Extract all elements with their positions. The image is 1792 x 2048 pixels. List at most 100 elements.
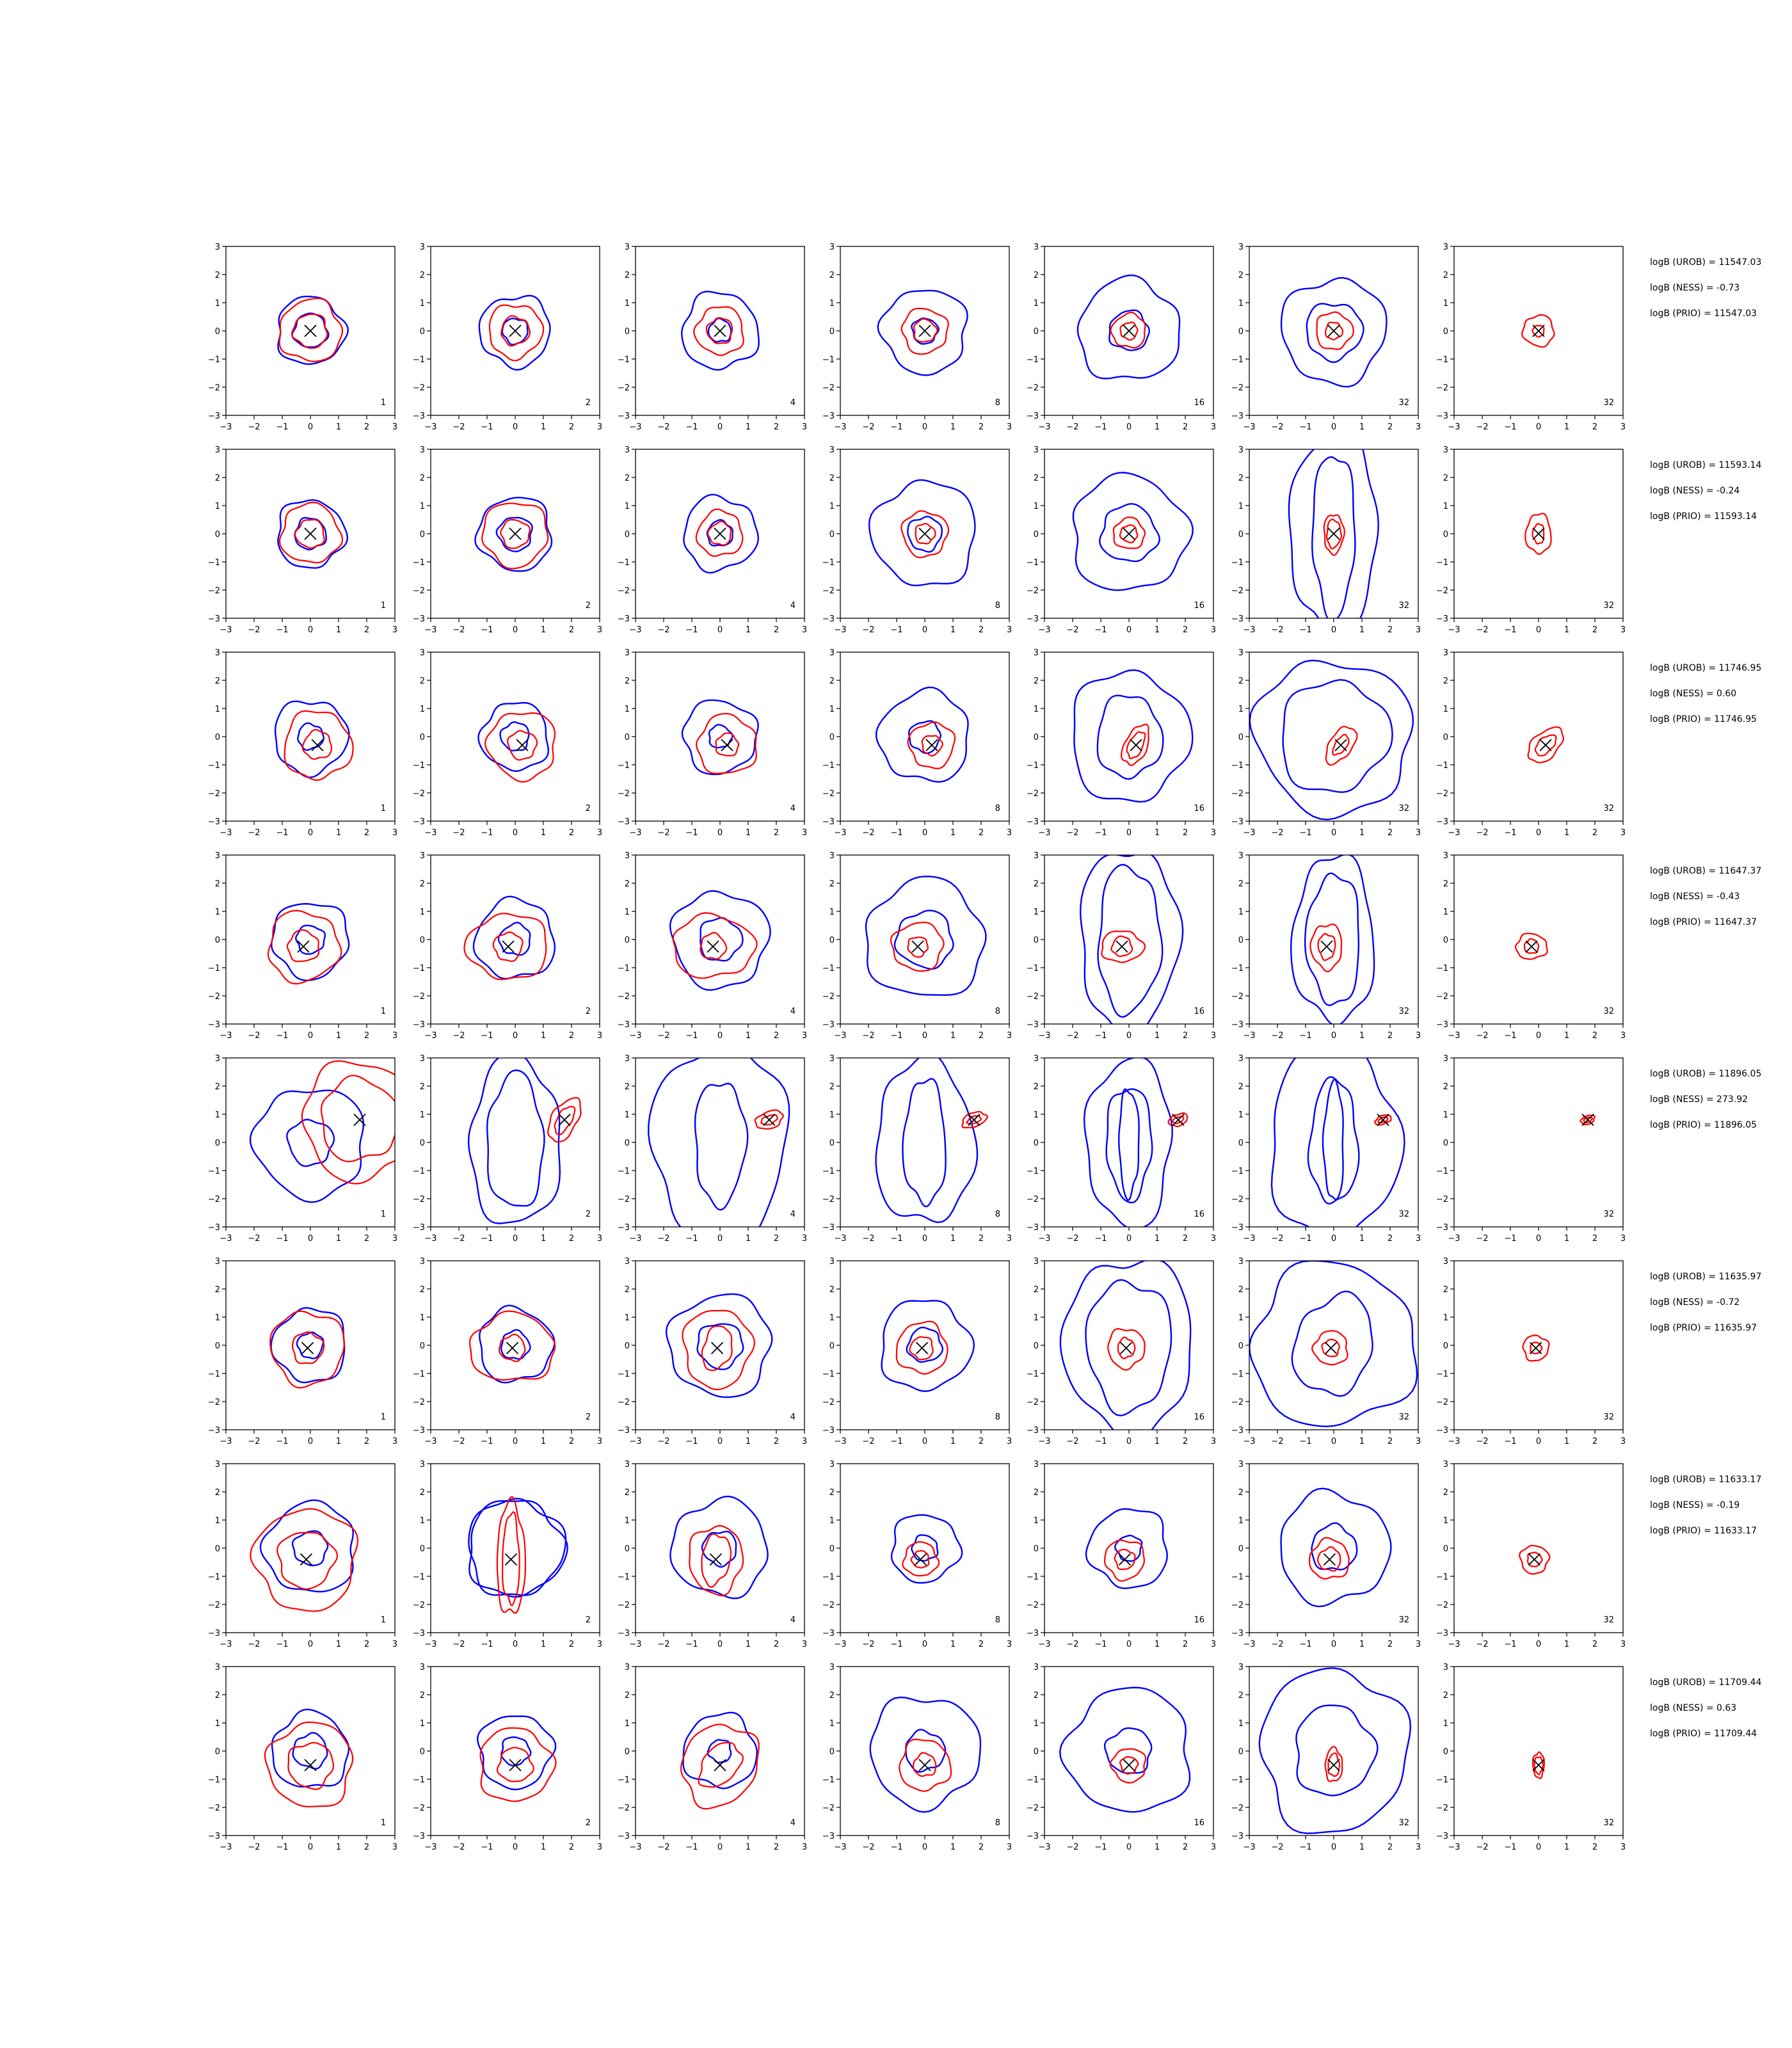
x-tick-label: 0 xyxy=(717,828,723,838)
y-tick-label: 0 xyxy=(215,1747,220,1757)
x-tick-label: −2 xyxy=(1476,1031,1488,1041)
blue-contour xyxy=(296,1331,324,1359)
blue-contour xyxy=(694,1082,749,1211)
panel-r8-c6: −3 −2 −1 0 1 2 3 −3 −2 −1 0 1 2 3 32 xyxy=(1231,1663,1421,1852)
red-contour xyxy=(1104,1539,1146,1582)
x-marker xyxy=(721,739,733,751)
x-tick-label: 1 xyxy=(746,1031,751,1041)
blue-contour xyxy=(681,699,759,776)
red-contour xyxy=(672,912,758,979)
logb-text: logB (PRIO) = 11633.17 xyxy=(1650,1526,1757,1536)
y-tick-label: 2 xyxy=(215,879,220,889)
y-tick-label: −1 xyxy=(822,558,835,568)
x-tick-label: 3 xyxy=(597,1640,602,1649)
y-tick-label: −2 xyxy=(208,992,220,1002)
x-tick-label: −2 xyxy=(1476,828,1488,838)
logb-text: logB (UROB) = 11635.97 xyxy=(1650,1272,1761,1282)
red-contour xyxy=(1373,1114,1392,1126)
x-tick-label: −3 xyxy=(424,828,436,838)
y-tick-label: −3 xyxy=(208,1426,220,1436)
contours xyxy=(264,1708,354,1808)
panel-r6-c3: −3 −2 −1 0 1 2 3 −3 −2 −1 0 1 2 3 4 xyxy=(618,1257,807,1446)
x-marker xyxy=(304,324,317,337)
x-tick-label: −3 xyxy=(220,1843,232,1852)
blue-contour xyxy=(259,1499,355,1593)
x-marker xyxy=(714,324,726,337)
y-tick-label: −2 xyxy=(1436,1398,1448,1407)
y-tick-label: 3 xyxy=(1034,1257,1039,1267)
x-tick-label: 0 xyxy=(1331,828,1336,838)
x-tick-label: 1 xyxy=(746,625,751,635)
y-tick-label: −3 xyxy=(413,817,425,827)
x-tick-label: 2 xyxy=(979,625,984,635)
panel-label: 1 xyxy=(381,1412,386,1422)
logb-annotations-r3: logB (UROB) = 11746.95 logB (NESS) = 0.60… xyxy=(1650,663,1761,724)
panel-label: 4 xyxy=(790,1818,796,1828)
x-tick-label: 3 xyxy=(1416,422,1421,432)
x-tick-label: 2 xyxy=(364,1640,369,1649)
y-tick-label: 1 xyxy=(1238,1516,1244,1526)
y-tick-label: 3 xyxy=(1443,1054,1448,1064)
y-tick-label: 3 xyxy=(420,851,425,861)
x-tick-label: −1 xyxy=(276,422,288,432)
y-tick-label: 1 xyxy=(215,908,220,917)
logb-annotations-r4: logB (UROB) = 11647.37 logB (NESS) = -0.4… xyxy=(1650,866,1761,927)
panel-label: 4 xyxy=(790,1412,796,1422)
y-tick-label: 0 xyxy=(1443,1139,1448,1148)
y-tick-label: −3 xyxy=(1231,614,1244,624)
red-contour xyxy=(1530,1341,1543,1355)
y-tick-label: 0 xyxy=(1238,1139,1244,1148)
red-contour xyxy=(1109,1748,1147,1784)
y-tick-label: 3 xyxy=(1034,851,1039,861)
x-marker xyxy=(1377,1114,1389,1126)
x-tick-label: 3 xyxy=(392,1640,397,1649)
x-marker xyxy=(911,940,924,953)
x-tick-label: 2 xyxy=(979,828,984,838)
x-marker xyxy=(918,527,931,540)
x-tick-label: −2 xyxy=(657,828,669,838)
x-tick-label: −3 xyxy=(220,625,232,635)
y-tick-label: 1 xyxy=(829,1719,835,1729)
red-contour xyxy=(496,1496,527,1614)
x-tick-label: −3 xyxy=(1038,1640,1050,1649)
panel-r4-c1: −3 −2 −1 0 1 2 3 −3 −2 −1 0 1 2 3 1 xyxy=(208,851,397,1041)
panel-r7-c2: −3 −2 −1 0 1 2 3 −3 −2 −1 0 1 2 3 2 xyxy=(413,1460,602,1649)
red-contour xyxy=(320,1075,395,1163)
y-tick-label: −2 xyxy=(1231,1195,1244,1204)
x-tick-label: 1 xyxy=(1155,1640,1160,1649)
y-tick-label: 2 xyxy=(1443,676,1448,686)
panel-label: 32 xyxy=(1603,1412,1614,1422)
red-contour xyxy=(909,1336,934,1361)
blue-contour xyxy=(696,1323,744,1370)
y-tick-label: 1 xyxy=(1238,705,1244,714)
y-tick-label: 3 xyxy=(420,1460,425,1469)
y-tick-label: −3 xyxy=(1436,412,1448,421)
y-tick-label: −1 xyxy=(822,1572,835,1582)
y-tick-label: −3 xyxy=(1231,412,1244,421)
x-tick-label: 1 xyxy=(746,1234,751,1244)
y-tick-label: −3 xyxy=(822,1020,835,1030)
panel-label: 32 xyxy=(1398,1818,1409,1828)
y-tick-label: 1 xyxy=(829,1516,835,1526)
x-marker xyxy=(502,940,515,953)
x-tick-label: 0 xyxy=(1331,1640,1336,1649)
y-tick-label: 2 xyxy=(1443,271,1448,280)
x-tick-label: 1 xyxy=(1155,625,1160,635)
x-tick-label: 0 xyxy=(717,422,723,432)
y-tick-label: −1 xyxy=(618,1572,630,1582)
contours xyxy=(1290,855,1375,1024)
x-tick-label: 2 xyxy=(774,625,779,635)
panel-label: 32 xyxy=(1603,1007,1614,1016)
red-contour xyxy=(913,318,938,343)
x-tick-label: −1 xyxy=(276,828,288,838)
x-tick-label: 1 xyxy=(1359,1640,1364,1649)
blue-contour xyxy=(911,317,940,345)
x-tick-label: 3 xyxy=(1620,828,1626,838)
blue-contour xyxy=(1118,1088,1140,1201)
y-tick-label: 2 xyxy=(1443,1082,1448,1092)
blue-contour xyxy=(474,497,553,572)
y-tick-label: 2 xyxy=(1443,879,1448,889)
y-tick-label: 2 xyxy=(1238,1691,1244,1700)
red-contour xyxy=(1532,1751,1545,1780)
y-tick-label: 1 xyxy=(215,1516,220,1526)
